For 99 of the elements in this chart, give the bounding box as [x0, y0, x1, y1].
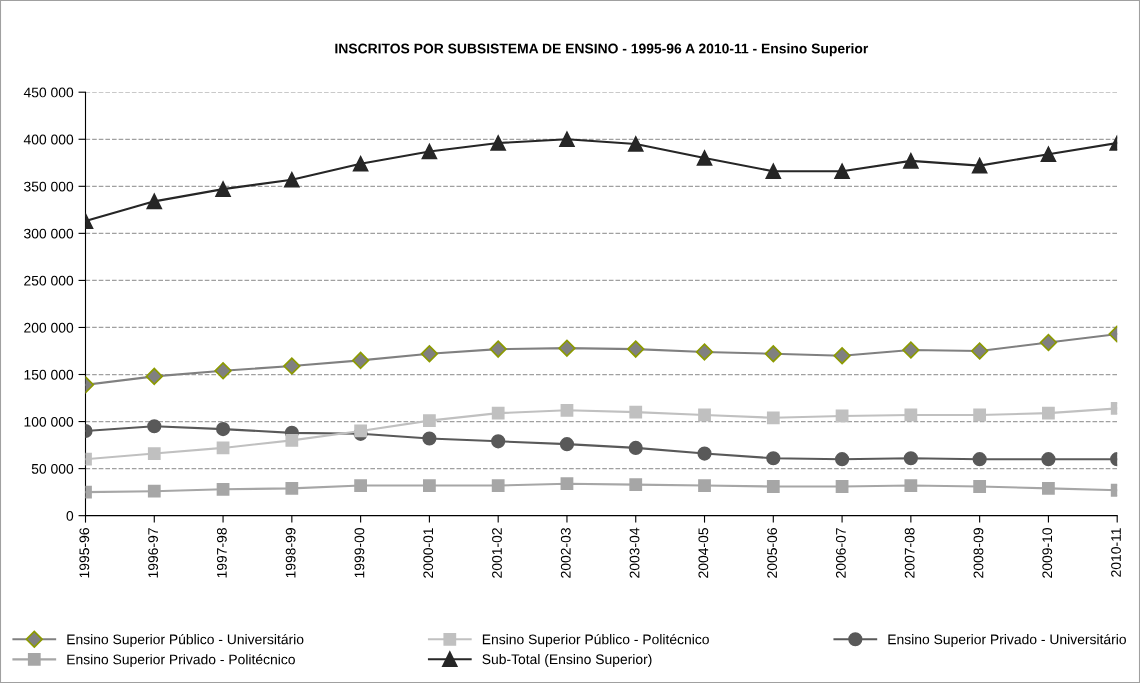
legend-label: Ensino Superior Privado - Universitário	[888, 633, 1126, 648]
point	[216, 441, 230, 455]
point	[973, 408, 987, 422]
point	[628, 440, 643, 455]
x-tick-label: 2008-09	[973, 528, 984, 578]
y-tick-label: 50 000	[31, 463, 74, 474]
y-tick-label: 200 000	[24, 322, 74, 333]
y-tick-label: 350 000	[24, 181, 74, 192]
point	[422, 431, 437, 446]
x-tick-label: 2004-05	[698, 528, 709, 578]
point	[147, 419, 162, 434]
point	[421, 143, 438, 160]
x-tick-label: 2006-07	[835, 528, 846, 578]
point	[764, 345, 782, 363]
point	[973, 480, 987, 493]
x-tick-label: 2005-06	[767, 528, 778, 578]
y-tick-label: 100 000	[24, 416, 74, 427]
point	[834, 163, 850, 180]
point	[970, 342, 989, 360]
y-tick-label: 250 000	[24, 275, 74, 286]
point	[352, 155, 369, 172]
y-tick-label: 300 000	[24, 228, 74, 239]
x-tick-label: 2001-02	[492, 528, 502, 578]
point	[558, 339, 576, 357]
x-tick-label: 1998-99	[285, 528, 296, 578]
point	[629, 405, 643, 419]
legend-label: Ensino Superior Público - Universitário	[67, 633, 304, 648]
point	[490, 135, 506, 151]
point	[559, 437, 575, 452]
point	[903, 153, 919, 169]
point	[146, 193, 163, 210]
y-tick-label: 400 000	[23, 134, 74, 145]
point	[560, 477, 574, 491]
point	[834, 452, 850, 467]
x-tick-label: 2002-03	[560, 528, 571, 578]
point	[696, 150, 713, 166]
y-tick-label: 0	[66, 511, 74, 521]
point	[491, 434, 506, 449]
point	[215, 422, 231, 437]
x-tick-label: 2007-08	[904, 528, 915, 578]
point	[214, 362, 232, 380]
x-tick-label: 2000-01	[423, 528, 434, 578]
point	[766, 411, 780, 425]
point	[559, 131, 575, 148]
point	[489, 340, 507, 358]
x-tick-label: 2009-10	[1042, 528, 1053, 578]
legend-label: Sub-Total (Ensino Superior)	[482, 653, 652, 667]
point	[766, 451, 781, 466]
point	[698, 479, 711, 492]
point	[423, 479, 436, 492]
point	[215, 181, 231, 197]
point	[285, 433, 299, 447]
point	[697, 446, 712, 461]
x-tick-label: 1995-96	[79, 528, 90, 578]
point	[902, 341, 920, 359]
point	[423, 414, 436, 428]
legend-label: Ensino Superior Público - Politécnico	[482, 633, 709, 648]
point	[766, 480, 780, 493]
point	[283, 357, 301, 375]
point	[1041, 452, 1056, 467]
point	[420, 345, 439, 363]
point	[491, 406, 505, 420]
point	[1042, 406, 1055, 420]
point	[1039, 333, 1058, 352]
x-tick-label: 1996-97	[148, 528, 159, 578]
point	[972, 452, 987, 467]
x-tick-label: 1997-98	[216, 528, 227, 578]
y-tick-label: 450 000	[23, 87, 74, 98]
legend-label: Ensino Superior Privado - Politécnico	[67, 653, 295, 668]
x-tick-label: 2003-04	[629, 527, 640, 578]
point	[765, 163, 782, 180]
point	[284, 171, 300, 188]
point	[145, 367, 163, 386]
point	[147, 447, 161, 460]
point	[216, 482, 230, 496]
point	[627, 340, 645, 358]
x-tick-label: 1999-00	[354, 528, 365, 578]
point	[695, 343, 714, 361]
point	[971, 157, 988, 174]
point	[354, 479, 368, 492]
point	[285, 481, 299, 495]
point	[147, 484, 161, 498]
point	[698, 408, 711, 422]
point	[351, 351, 370, 370]
point	[491, 479, 505, 492]
point	[627, 136, 644, 152]
point	[904, 408, 918, 422]
point	[1040, 146, 1057, 163]
point	[904, 479, 918, 492]
point	[833, 346, 851, 365]
point	[835, 409, 849, 423]
point	[903, 451, 918, 466]
point	[1042, 481, 1055, 495]
point	[629, 478, 643, 492]
point	[560, 403, 574, 417]
chart-title: INSCRITOS POR SUBSISTEMA DE ENSINO - 1995-96 A 2010-11 - Ensino Superior	[335, 43, 869, 57]
y-tick-label: 150 000	[24, 369, 74, 380]
point	[835, 480, 849, 493]
x-tick-label: 2010-11	[1111, 528, 1121, 577]
